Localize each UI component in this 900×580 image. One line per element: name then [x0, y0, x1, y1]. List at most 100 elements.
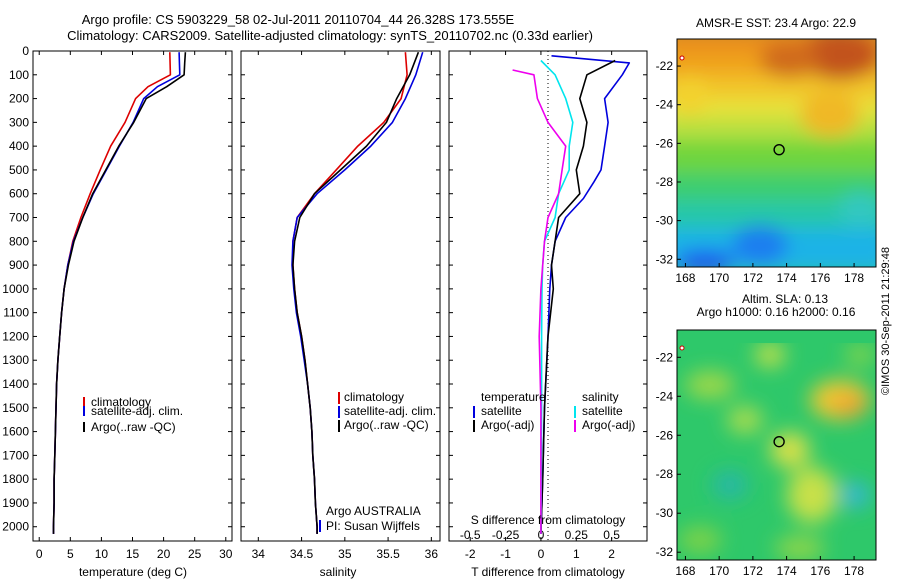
map-y-tick-label: -30 [656, 506, 674, 520]
map-y-tick-label: -22 [656, 350, 674, 364]
depth-tick-label: 1200 [2, 329, 29, 343]
depth-axis: 0 100 200 300 400 500 600 700 800 900 1000 1100 1200… [2, 44, 232, 534]
legend-header-temperature: temperature [481, 390, 546, 404]
map-y-tick-label: -30 [656, 214, 674, 228]
x-tick-label: -1 [500, 547, 511, 561]
header-line2: Climatology: CARS2009. Satellite-adjuste… [67, 28, 593, 43]
sla-map-frame [676, 329, 877, 561]
depth-tick-label: 1900 [2, 496, 29, 510]
sla-map-title-2: Argo h1000: 0.16 h2000: 0.16 [697, 305, 856, 319]
map-y-tick-label: -28 [656, 175, 674, 189]
depth-tick-label: 1600 [2, 425, 29, 439]
x-tick-label: 25 [188, 547, 202, 561]
x-tick-label: 0 [538, 547, 545, 561]
temperature-lines [52, 52, 187, 534]
depth-tick-label: 800 [9, 234, 29, 248]
header-line1: Argo profile: CS 5903229_58 02-Jul-2011 … [82, 12, 515, 27]
x-tick-label: 35.5 [376, 547, 400, 561]
legend-label: satellite [582, 404, 623, 418]
depth-tick-label: 400 [9, 139, 29, 153]
series-line-black [52, 52, 187, 534]
map-x-tick-label: 174 [777, 564, 797, 578]
x-tick-label: 20 [157, 547, 171, 561]
depth-tick-label: 1300 [2, 353, 29, 367]
t-difference-xlabel: T difference from climatology [471, 565, 625, 579]
series-line-blue [291, 51, 424, 534]
depth-tick-label: 1800 [2, 472, 29, 486]
x-tick-label: 2 [608, 547, 615, 561]
depth-tick-label: 1400 [2, 377, 29, 391]
depth-tick-label: 1000 [2, 282, 29, 296]
depth-tick-label: 1500 [2, 401, 29, 415]
s-tick-label: 0 [538, 528, 545, 542]
series-line-blue [52, 52, 181, 534]
depth-tick-label: 1700 [2, 448, 29, 462]
x-tick-label: 5 [67, 547, 74, 561]
argo-location-marker [773, 435, 785, 448]
sst-map-frame [676, 38, 877, 268]
legend-label: satellite-adj. clim. [91, 404, 183, 418]
difference-xaxis: -2 -1 0 1 2 [465, 51, 615, 561]
s-tick-label: 0.5 [603, 528, 620, 542]
salinity-axes [240, 50, 441, 542]
depth-tick-label: 900 [9, 258, 29, 272]
sla-field [678, 343, 875, 560]
legend-label: Argo(..raw -QC) [344, 418, 429, 432]
sst-map-yaxis: -22 -24 -26 -28 -30 -32 [656, 59, 681, 266]
depth-tick-label: 0 [22, 44, 29, 58]
depth-tick-label: 2000 [2, 520, 29, 534]
map-x-tick-label: 170 [709, 271, 729, 285]
difference-panel: -2 -1 0 1 2 -0.5 -0.25 0 0.25 0.5 S difference f… [448, 50, 648, 579]
x-tick-label: 34.5 [290, 547, 314, 561]
sla-map: Altim. SLA: 0.13 Argo h1000: 0.16 h2000:… [656, 292, 877, 578]
map-y-tick-label: -26 [656, 136, 674, 150]
x-tick-label: 30 [219, 547, 233, 561]
salinity-lines [291, 51, 424, 534]
x-tick-label: 35 [338, 547, 352, 561]
s-tick-label: 0.25 [565, 528, 589, 542]
annotation-pi: PI: Susan Wijffels [326, 519, 420, 533]
argo-location-marker [773, 143, 785, 156]
map-y-tick-label: -26 [656, 428, 674, 442]
x-tick-label: 10 [95, 547, 109, 561]
map-x-tick-label: 174 [777, 271, 797, 285]
s-difference-ticks: -0.5 -0.25 0 0.25 0.5 [460, 528, 620, 542]
s-tick-label: -0.5 [460, 528, 481, 542]
x-tick-label: 36 [425, 547, 439, 561]
depth-tick-label: 600 [9, 187, 29, 201]
edge-dot [679, 345, 685, 351]
salinity-xlabel: salinity [320, 565, 357, 579]
map-x-tick-label: 168 [675, 564, 695, 578]
legend-label: Argo(-adj) [582, 418, 635, 432]
x-tick-label: 34 [252, 547, 266, 561]
map-x-tick-label: 170 [709, 564, 729, 578]
sla-map-title-1: Altim. SLA: 0.13 [742, 292, 828, 306]
legend-label: Argo(-adj) [481, 418, 534, 432]
map-x-tick-label: 176 [810, 271, 830, 285]
map-y-tick-label: -32 [656, 545, 674, 559]
sst-map-xaxis: 168 170 172 174 176 178 [675, 263, 864, 285]
series-line-blue [540, 55, 631, 534]
map-x-tick-label: 178 [844, 271, 864, 285]
depth-tick-label: 200 [9, 92, 29, 106]
series-line-red [52, 52, 172, 534]
x-tick-label: 1 [573, 547, 580, 561]
salinity-legend: climatology satellite-adj. clim. Argo(..… [338, 390, 436, 432]
annotation-argo: Argo AUSTRALIA [326, 504, 421, 518]
series-line-black [292, 51, 420, 534]
series-line-magenta [512, 69, 567, 534]
salinity-panel: 34 34.5 35 35.5 36 salinity climatology sate… [240, 50, 441, 579]
map-y-tick-label: -32 [656, 252, 674, 266]
map-x-tick-label: 168 [675, 271, 695, 285]
sst-field [677, 39, 876, 267]
salinity-xaxis: 34 34.5 35 35.5 36 [252, 51, 439, 561]
map-x-tick-label: 176 [810, 564, 830, 578]
x-tick-label: 0 [36, 547, 43, 561]
series-line-cyan [540, 59, 574, 534]
map-x-tick-label: 172 [743, 271, 763, 285]
legend-header-salinity: salinity [582, 390, 619, 404]
map-y-tick-label: -24 [656, 98, 674, 112]
sla-map-yaxis: -22 -24 -26 -28 -30 -32 [656, 350, 681, 559]
temperature-xlabel: temperature (deg C) [79, 565, 187, 579]
legend-label: satellite-adj. clim. [344, 404, 436, 418]
